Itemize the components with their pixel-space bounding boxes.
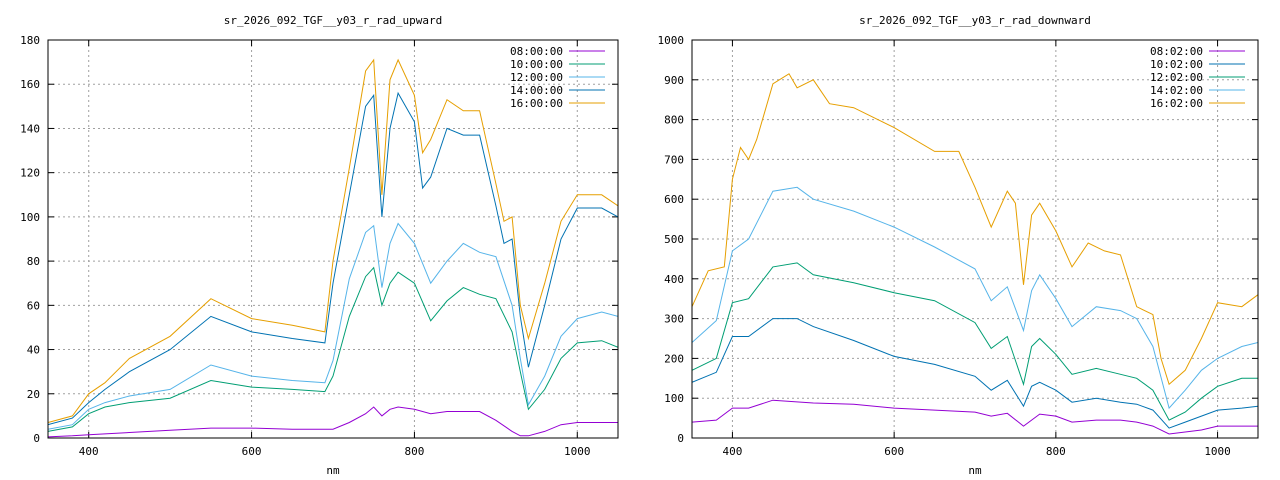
y-tick-label: 700 bbox=[664, 153, 684, 166]
x-tick-label: 1000 bbox=[564, 445, 591, 458]
y-tick-label: 80 bbox=[27, 255, 40, 268]
y-tick-label: 0 bbox=[33, 432, 40, 445]
legend-label: 08:02:00 bbox=[1150, 45, 1203, 58]
y-tick-label: 900 bbox=[664, 74, 684, 87]
y-tick-label: 140 bbox=[20, 122, 40, 135]
series-line-120200 bbox=[692, 262, 1258, 421]
x-tick-label: 600 bbox=[884, 445, 904, 458]
legend-label: 14:00:00 bbox=[510, 84, 563, 97]
x-axis-label: nm bbox=[326, 464, 340, 477]
legend-label: 10:00:00 bbox=[510, 58, 563, 71]
y-tick-label: 180 bbox=[20, 34, 40, 47]
legend-label: 12:00:00 bbox=[510, 71, 563, 84]
series-group bbox=[692, 73, 1258, 435]
series-line-120000 bbox=[48, 222, 618, 430]
downward-radiance-chart: sr_2026_092_TGF__y03_r_rad_downward 0 100 2… bbox=[658, 14, 1259, 477]
y-tick-label: 100 bbox=[20, 211, 40, 224]
series-line-080200 bbox=[692, 399, 1258, 435]
plot-frame bbox=[691, 39, 1259, 439]
chart-title: sr_2026_092_TGF__y03_r_rad_downward bbox=[859, 14, 1091, 27]
y-tick-label: 600 bbox=[664, 193, 684, 206]
y-tick-label: 500 bbox=[664, 233, 684, 246]
x-tick-label: 400 bbox=[722, 445, 742, 458]
x-tick-label: 800 bbox=[404, 445, 424, 458]
legend-label: 08:00:00 bbox=[510, 45, 563, 58]
y-tick-label: 300 bbox=[664, 313, 684, 326]
chart-title: sr_2026_092_TGF__y03_r_rad_upward bbox=[224, 14, 443, 27]
legend-label: 16:02:00 bbox=[1150, 97, 1203, 110]
legend-label: 12:02:00 bbox=[1150, 71, 1203, 84]
x-axis-label: nm bbox=[968, 464, 982, 477]
y-tick-label: 400 bbox=[664, 273, 684, 286]
y-tick-label: 60 bbox=[27, 299, 40, 312]
series-line-100000 bbox=[48, 266, 618, 432]
y-tick-label: 160 bbox=[20, 78, 40, 91]
series-line-140200 bbox=[692, 186, 1258, 410]
series-line-080000 bbox=[48, 406, 618, 438]
x-tick-label: 600 bbox=[242, 445, 262, 458]
y-tick-label: 800 bbox=[664, 114, 684, 127]
y-tick-label: 100 bbox=[664, 392, 684, 405]
series-group bbox=[48, 58, 618, 438]
series-line-100200 bbox=[692, 318, 1258, 429]
y-tick-label: 20 bbox=[27, 388, 40, 401]
x-tick-label: 1000 bbox=[1204, 445, 1231, 458]
legend-label: 10:02:00 bbox=[1150, 58, 1203, 71]
y-tick-label: 120 bbox=[20, 167, 40, 180]
x-tick-label: 800 bbox=[1046, 445, 1066, 458]
y-tick-label: 40 bbox=[27, 344, 40, 357]
upward-radiance-chart: sr_2026_092_TGF__y03_r_rad_upward 0 20 40 60… bbox=[20, 14, 619, 477]
series-line-160200 bbox=[692, 73, 1258, 386]
y-tick-label: 0 bbox=[677, 432, 684, 445]
y-tick-label: 1000 bbox=[658, 34, 685, 47]
plot-frame bbox=[47, 39, 619, 439]
y-tick-label: 200 bbox=[664, 352, 684, 365]
series-line-160000 bbox=[48, 58, 618, 423]
series-line-140000 bbox=[48, 91, 618, 426]
x-tick-label: 400 bbox=[79, 445, 99, 458]
legend-label: 16:00:00 bbox=[510, 97, 563, 110]
legend-label: 14:02:00 bbox=[1150, 84, 1203, 97]
